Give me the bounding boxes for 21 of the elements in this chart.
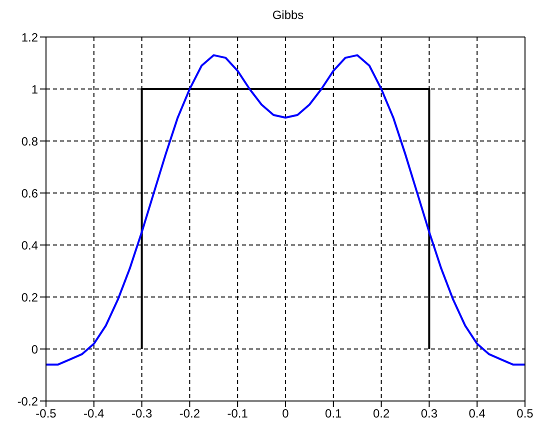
x-tick-label: 0.1 [325, 406, 342, 421]
x-tick-label: 0.5 [516, 406, 534, 421]
y-tick-label: 0.4 [21, 238, 38, 252]
chart-title: Gibbs [271, 8, 305, 24]
line-series [46, 54, 525, 366]
x-tick-label: -0.5 [36, 406, 57, 421]
x-tick-label: -0.2 [179, 406, 200, 421]
x-tick-label: -0.3 [131, 406, 152, 421]
x-tick-label: 0 [282, 406, 290, 421]
y-tick-label: 0.6 [21, 186, 38, 200]
y-tick-label: 0 [31, 342, 38, 356]
y-tick-label: 1 [31, 82, 38, 96]
x-tick-label: -0.1 [227, 406, 248, 421]
y-tick-label: 0.2 [21, 290, 38, 304]
y-tick-label: -0.2 [17, 394, 38, 408]
y-tick-label: 1.2 [21, 30, 38, 44]
y-tick-label: 0.8 [21, 134, 38, 148]
x-tick-label: 0.3 [420, 406, 438, 421]
x-tick-label: 0.2 [372, 406, 390, 421]
x-tick-label: 0.4 [468, 406, 486, 421]
x-tick-label: -0.4 [84, 406, 105, 421]
